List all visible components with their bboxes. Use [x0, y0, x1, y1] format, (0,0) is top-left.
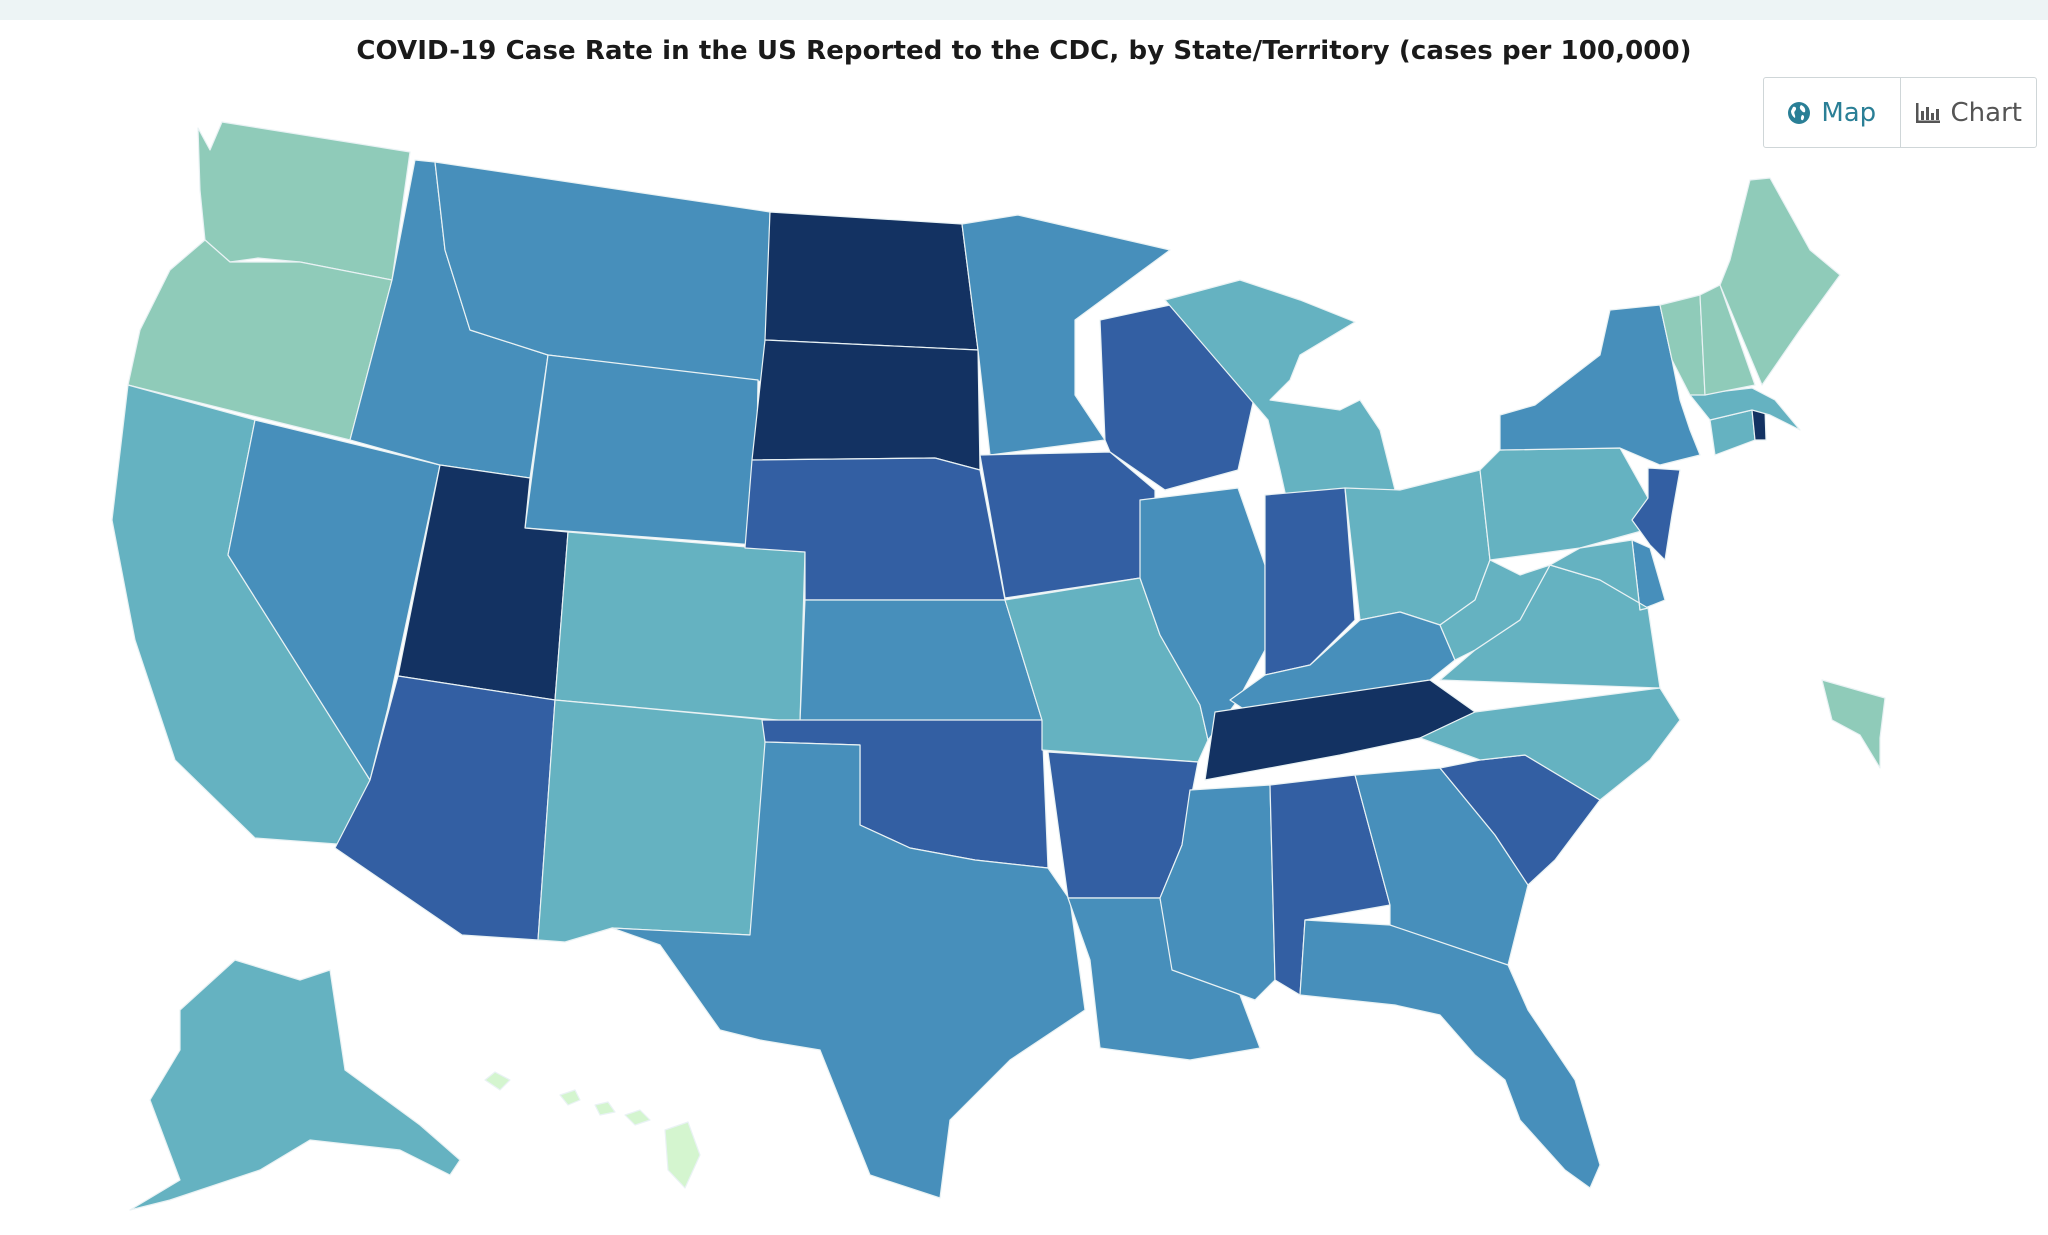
state-ks[interactable]	[799, 599, 1043, 723]
state-ri[interactable]	[1751, 409, 1767, 441]
globe-icon	[1788, 101, 1811, 124]
state-wa[interactable]	[197, 121, 411, 281]
chart-title: COVID-19 Case Rate in the US Reported to…	[356, 36, 1692, 66]
state-ma[interactable]	[1689, 387, 1801, 431]
state-hi[interactable]	[484, 1071, 701, 1189]
state-vt[interactable]	[1659, 294, 1706, 396]
state-tx[interactable]	[611, 741, 1086, 1199]
state-nm[interactable]	[537, 699, 771, 943]
state-sd[interactable]	[751, 339, 981, 471]
map-view-button[interactable]: Map	[1764, 78, 1901, 147]
state-fl[interactable]	[1299, 919, 1601, 1189]
top-strip	[0, 0, 2048, 20]
state-wy[interactable]	[524, 354, 759, 546]
state-pr[interactable]	[1821, 679, 1886, 769]
map-view-label: Map	[1821, 97, 1877, 128]
state-nc[interactable]	[1419, 687, 1681, 801]
view-toggle: Map Chart	[1763, 77, 2037, 148]
state-co[interactable]	[554, 531, 806, 723]
bar-chart-icon	[1915, 102, 1940, 123]
state-nh[interactable]	[1699, 284, 1756, 396]
states-layer	[111, 121, 1886, 1211]
state-wv[interactable]	[1439, 559, 1551, 661]
chart-view-button[interactable]: Chart	[1901, 78, 2037, 147]
state-md[interactable]	[1549, 539, 1649, 611]
state-me[interactable]	[1719, 177, 1841, 386]
state-nj[interactable]	[1631, 467, 1681, 561]
state-nv[interactable]	[227, 419, 441, 781]
chart-view-label: Chart	[1950, 97, 2022, 128]
state-mn[interactable]	[961, 214, 1171, 456]
state-ia[interactable]	[979, 451, 1156, 599]
state-mi[interactable]	[1164, 279, 1396, 516]
state-nd[interactable]	[764, 211, 979, 351]
state-oh[interactable]	[1344, 469, 1491, 626]
state-ak[interactable]	[129, 959, 461, 1211]
